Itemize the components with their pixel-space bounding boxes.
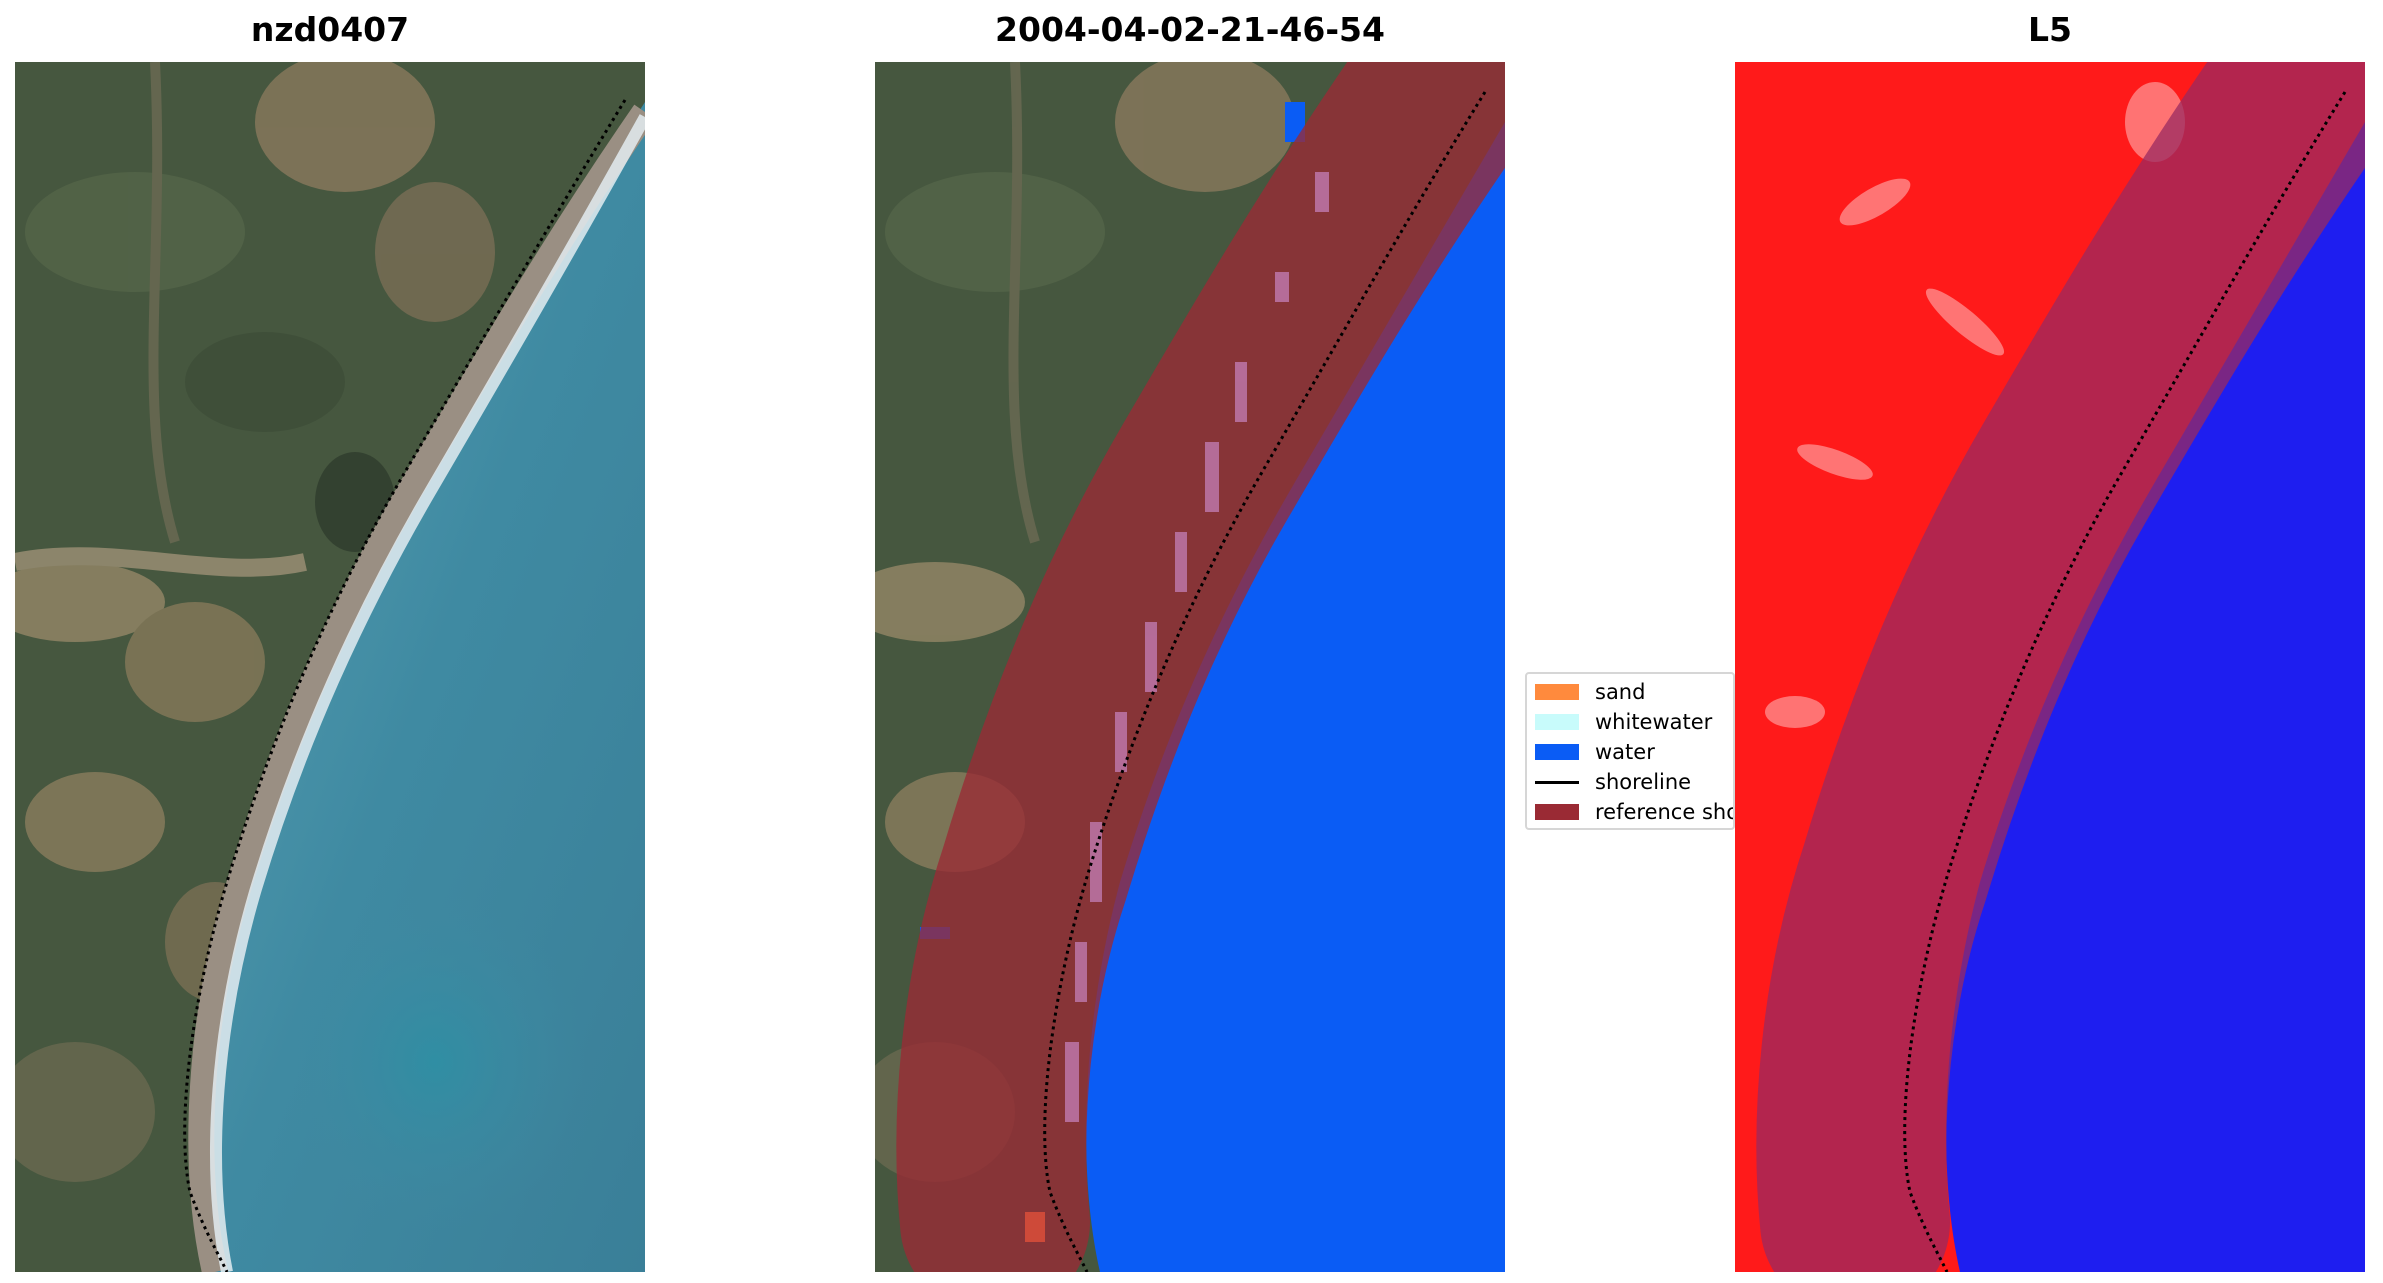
legend-swatch-water — [1535, 744, 1579, 760]
legend-swatch-sand — [1535, 684, 1579, 700]
legend-label: reference shoreline buffer — [1595, 800, 1733, 824]
water-class-blob — [1285, 102, 1305, 142]
water-class-area — [1086, 62, 1505, 1272]
shoreline-line — [1903, 91, 2347, 1272]
classified-image — [875, 62, 1505, 1272]
satellite-image-panel — [15, 62, 645, 1272]
water-index-area — [1946, 122, 2365, 1272]
classified-image-panel — [875, 62, 1505, 1272]
legend-item-water: water — [1535, 740, 1733, 764]
legend-item-reference-buffer: reference shoreline buffer — [1535, 800, 1733, 824]
legend-swatch-reference-buffer — [1535, 804, 1579, 820]
panel-title-right: L5 — [2028, 10, 2072, 49]
legend-item-shoreline: shoreline — [1535, 770, 1733, 794]
legend-item-whitewater: whitewater — [1535, 710, 1733, 734]
legend: sand whitewater water shoreline referenc… — [1525, 672, 1735, 830]
reference-buffer-area — [1756, 62, 2365, 1272]
reference-buffer-area — [896, 62, 1505, 1272]
whitewater-class — [1065, 172, 1329, 1122]
sand-class — [1025, 1212, 1045, 1242]
legend-swatch-whitewater — [1535, 714, 1579, 730]
index-image-panel — [1735, 62, 2365, 1272]
legend-label: shoreline — [1595, 770, 1692, 794]
legend-item-sand: sand — [1535, 680, 1733, 704]
shoreline-line — [1043, 91, 1487, 1272]
reef-area — [285, 892, 585, 1232]
satellite-image — [15, 62, 645, 1272]
panel-title-middle: 2004-04-02-21-46-54 — [995, 10, 1385, 49]
surf-line — [210, 114, 645, 1272]
legend-label: sand — [1595, 680, 1646, 704]
panel-title-left: nzd0407 — [250, 10, 410, 49]
legend-line-shoreline — [1535, 780, 1579, 784]
index-image — [1735, 62, 2365, 1272]
beach-strip — [188, 104, 645, 1272]
legend-label: whitewater — [1595, 710, 1713, 734]
legend-label: water — [1595, 740, 1655, 764]
shoreline-line — [183, 99, 627, 1272]
